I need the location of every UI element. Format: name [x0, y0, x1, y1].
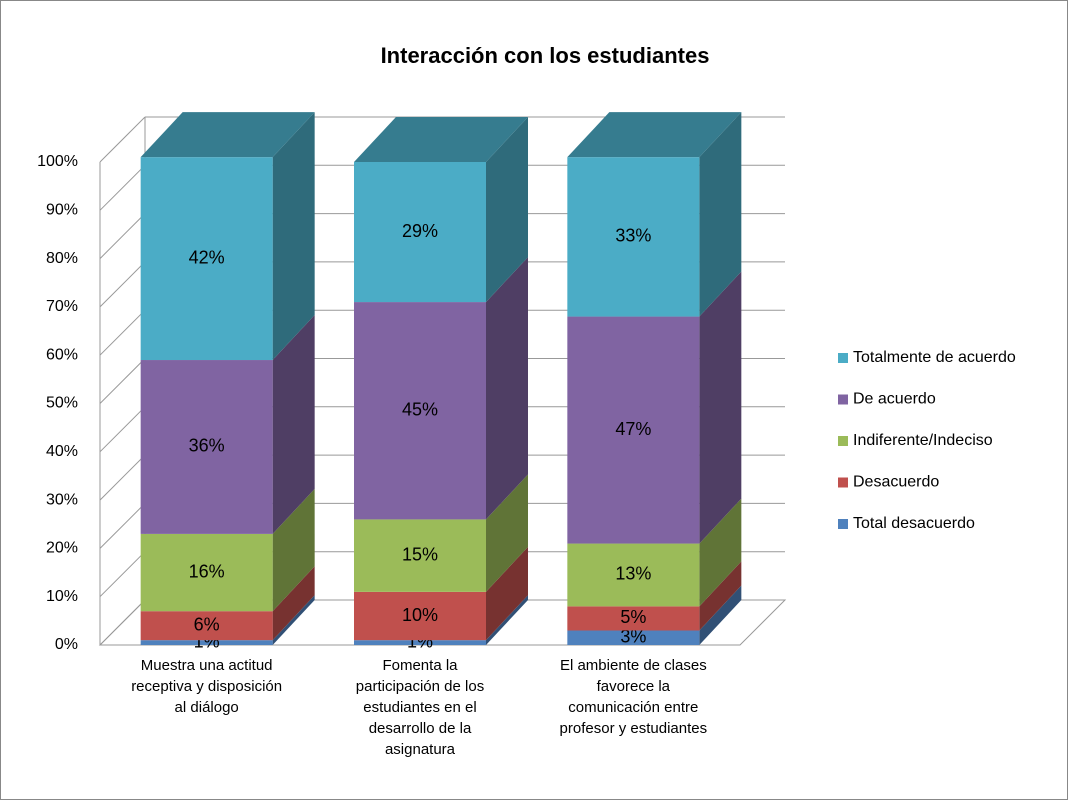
bar-side: [272, 595, 315, 645]
bar-side: [272, 566, 315, 641]
bar: [567, 316, 700, 544]
grid-line-side: [99, 599, 146, 646]
bar: [140, 157, 273, 361]
data-label: 33%: [615, 226, 651, 246]
legend-label: Indiferente/Indeciso: [853, 432, 993, 449]
y-tick-label: 10%: [46, 588, 78, 605]
data-label: 15%: [402, 544, 438, 564]
legend-label: De acuerdo: [853, 391, 936, 408]
grid-line-side: [99, 116, 146, 163]
bar: [140, 640, 273, 645]
data-label: 47%: [615, 419, 651, 439]
bar-top: [140, 112, 315, 158]
data-label: 45%: [402, 399, 438, 419]
grid-line-side: [99, 213, 146, 259]
legend-label: Total desacuerdo: [853, 515, 975, 532]
legend-swatch: [838, 477, 848, 488]
bar-side: [486, 257, 528, 520]
y-tick-label: 90%: [46, 202, 78, 219]
data-label: 16%: [189, 561, 225, 581]
grid-line-side: [99, 261, 146, 308]
bar: [567, 157, 700, 317]
grid-line-side: [99, 309, 146, 356]
bar-side: [699, 561, 742, 631]
x-tick-label: El ambiente de clases favorece la comuni…: [559, 657, 708, 737]
data-label: 36%: [189, 436, 225, 456]
data-label: 6%: [194, 614, 220, 634]
y-tick-label: 40%: [46, 443, 78, 460]
grid-line-side: [99, 454, 146, 501]
bar-side: [486, 595, 528, 645]
y-tick-label: 0%: [55, 636, 78, 653]
y-tick-label: 50%: [46, 395, 78, 412]
legend-label: Desacuerdo: [853, 474, 939, 491]
y-tick-label: 20%: [46, 540, 78, 557]
bar: [354, 640, 486, 645]
bar-top: [567, 112, 742, 158]
bar: [354, 519, 486, 592]
grid-line-side: [99, 406, 146, 453]
bar-side: [699, 498, 742, 607]
grid-line-side: [99, 358, 146, 404]
bar: [354, 591, 486, 641]
bar-side: [699, 585, 742, 645]
bar: [567, 630, 700, 645]
bar-side: [272, 488, 315, 612]
data-label: 29%: [402, 221, 438, 241]
y-tick-label: 100%: [37, 153, 78, 170]
data-label: 42%: [189, 247, 225, 267]
grid-line-side: [99, 551, 146, 598]
bar: [354, 302, 486, 520]
bar-side: [486, 474, 528, 592]
chart-title: Interacción con los estudiantes: [381, 43, 710, 68]
bar: [140, 360, 273, 534]
bar-side: [699, 112, 742, 317]
grid-line-side: [99, 503, 146, 549]
legend-label: Totalmente de acuerdo: [853, 349, 1016, 366]
legend-swatch: [838, 436, 848, 446]
bar-side: [272, 112, 315, 361]
bar: [140, 533, 273, 612]
y-tick-label: 80%: [46, 250, 78, 267]
bar-side: [486, 117, 528, 303]
legend-swatch: [838, 353, 848, 363]
data-label: 3%: [620, 627, 646, 647]
x-tick-label: Muestra una actitud receptiva y disposic…: [131, 657, 283, 716]
bar-side: [699, 271, 742, 544]
bar: [567, 606, 700, 631]
bar-top: [354, 117, 528, 162]
legend-swatch: [838, 394, 848, 405]
data-label: 5%: [620, 607, 646, 627]
bar: [567, 543, 700, 607]
data-label: 13%: [615, 564, 651, 584]
bar: [140, 611, 273, 641]
bar: [354, 162, 486, 303]
y-tick-label: 60%: [46, 346, 78, 363]
bar-side: [272, 315, 315, 534]
x-tick-label: Fomenta la participación de los estudian…: [355, 657, 485, 758]
y-tick-label: 30%: [46, 491, 78, 508]
grid-line-side: [99, 164, 146, 211]
bar-side: [486, 546, 528, 641]
y-tick-label: 70%: [46, 298, 78, 315]
data-label: 10%: [402, 605, 438, 625]
legend-swatch: [838, 519, 848, 529]
